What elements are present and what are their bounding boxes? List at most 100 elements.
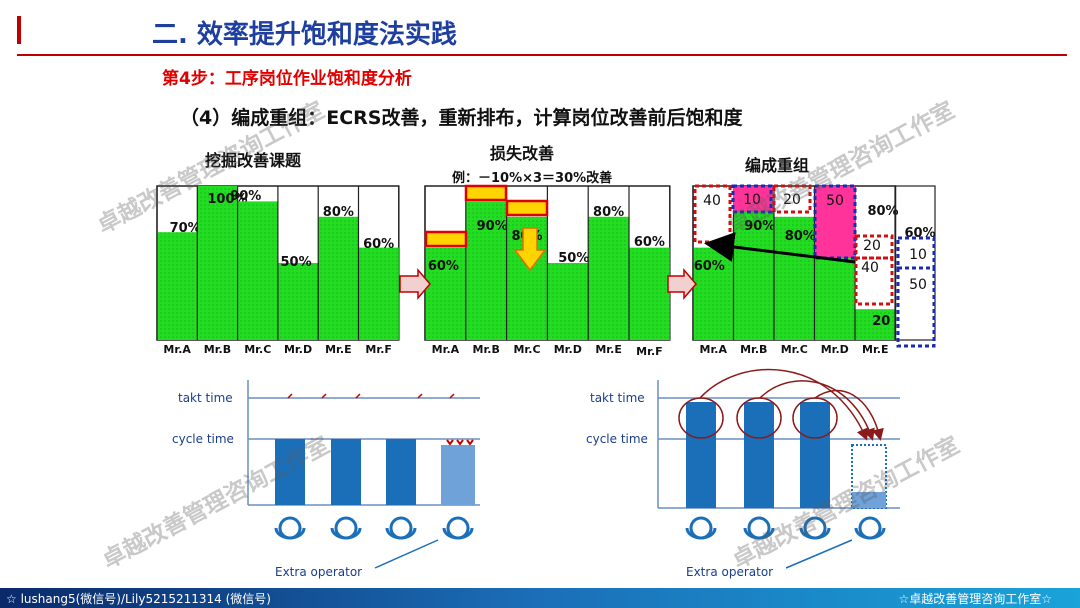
bar-label: 50% — [558, 251, 589, 266]
category-label: Mr.A — [163, 343, 191, 356]
bar-label: 80% — [785, 229, 816, 244]
down-arrow — [513, 227, 547, 272]
panel-title-right: 编成重组 — [745, 156, 810, 175]
footer-bar — [0, 588, 1080, 608]
panel-title-left: 挖掘改善课题 — [205, 151, 302, 170]
bar-label: 60% — [634, 235, 665, 250]
operator-bar — [331, 439, 361, 505]
operator-bar — [275, 439, 305, 505]
bar-Mr.E — [318, 216, 359, 340]
bar-Mr.E — [855, 309, 896, 340]
category-label: Mr.D — [284, 343, 312, 356]
category-label: Mr.B — [740, 343, 767, 356]
footer-contact: ☆ lushang5(微信号)/Lily5215211314 (微信号) — [6, 592, 271, 606]
bar-Mr.A — [693, 247, 734, 340]
category-label: Mr.D — [554, 343, 582, 356]
chart-frame-extra — [894, 185, 936, 341]
operator-bar — [800, 402, 830, 508]
bar-label: 80% — [323, 205, 354, 220]
moved-block-label: 50 — [826, 193, 844, 209]
category-label: Mr.F — [636, 345, 663, 358]
moved-block-label: 20 — [783, 192, 801, 208]
category-label: Mr.E — [325, 343, 352, 356]
bar-Mr.E — [588, 216, 629, 340]
category-label: Mr.A — [432, 343, 460, 356]
category-label: Mr.C — [513, 343, 540, 356]
panel-example: 例：－10%×3＝30%改善 — [452, 171, 613, 186]
category-label: Mr.C — [781, 343, 808, 356]
operator-bar — [744, 402, 774, 508]
lower-left-diagram: takt time cycle time Extra operator — [172, 380, 480, 579]
bar-label: 50% — [280, 255, 311, 270]
page-title: 二. 效率提升饱和度法实践 — [152, 20, 457, 50]
bar-Mr.B — [733, 201, 774, 340]
bar-Mr.A — [425, 247, 466, 340]
moved-block-label: 50 — [909, 277, 927, 293]
category-label: Mr.C — [244, 343, 271, 356]
moved-block — [854, 256, 894, 306]
header-divider — [17, 54, 1067, 56]
bar-label: 80% — [593, 205, 624, 220]
bar-Mr.C — [774, 216, 815, 340]
moved-block-label: 40 — [861, 260, 879, 276]
loss-block — [424, 230, 468, 248]
step-title: 第4步：工序岗位作业饱和度分析 — [162, 69, 412, 89]
moved-block-magenta-small — [733, 186, 773, 212]
takt-time-label-left: takt time — [178, 391, 233, 405]
panel-title-middle: 损失改善 — [490, 144, 555, 163]
category-label: Mr.D — [821, 343, 849, 356]
moved-block-label: 10 — [909, 247, 927, 263]
bar-label: 70% — [170, 221, 201, 236]
category-label: Mr.E — [595, 343, 622, 356]
lower-right-diagram: takt time cycle time Extra operator — [586, 368, 900, 579]
bar-Mr.C — [237, 201, 278, 340]
category-label: Mr.B — [473, 343, 500, 356]
bar-label: 60% — [694, 259, 725, 274]
moved-block-label: 40 — [703, 193, 721, 209]
moved-block — [854, 234, 894, 260]
header-accent-bar — [17, 16, 21, 44]
bar-label: 90% — [230, 189, 261, 204]
bar-label: 90% — [477, 219, 508, 234]
panel-arrow-1 — [399, 267, 431, 301]
bar-Mr.B — [197, 186, 238, 340]
category-label: Mr.E — [862, 343, 889, 356]
operator-bar — [386, 439, 416, 505]
reassign-arrow — [704, 232, 856, 264]
bar-Mr.F — [358, 247, 399, 340]
chart-middle: 60%Mr.A90%Mr.B80%Mr.C50%Mr.D80%Mr.E60%Mr… — [424, 184, 671, 358]
bar-label: 60% — [428, 259, 459, 274]
extra-operator-label-right: Extra operator — [686, 565, 773, 579]
takt-time-label-right: takt time — [590, 391, 645, 405]
footer-brand: ☆卓越改善管理咨询工作室☆ — [898, 592, 1052, 606]
bar-label: 60% — [363, 237, 394, 252]
cycle-time-label-left: cycle time — [172, 432, 234, 446]
chart-left: 70%Mr.A100%Mr.B90%Mr.C50%Mr.D80%Mr.E60%M… — [156, 185, 400, 356]
moved-block-magenta — [815, 186, 855, 258]
cycle-time-label-right: cycle time — [586, 432, 648, 446]
operator-bar — [686, 402, 716, 508]
bar-Mr.A — [157, 232, 198, 340]
category-label: Mr.A — [700, 343, 728, 356]
moved-block-label: 20 — [863, 238, 881, 254]
moved-block — [731, 184, 773, 214]
bar-label: 80% — [867, 204, 898, 219]
category-label: Mr.F — [365, 343, 392, 356]
bar-Mr.D — [277, 263, 319, 340]
category-label: Mr.B — [204, 343, 231, 356]
bar-Mr.D — [547, 263, 589, 340]
loss-block — [464, 184, 508, 202]
moved-block-label: 10 — [743, 192, 761, 208]
bar-label: 20 — [872, 314, 890, 329]
bar-Mr.F — [629, 247, 670, 340]
operator-bar-extra — [441, 445, 475, 505]
moved-block — [772, 184, 812, 214]
bar-label: 90% — [744, 219, 775, 234]
section-subtitle: （4）编成重组：ECRS改善，重新排布，计算岗位改善前后饱和度 — [180, 107, 743, 129]
moved-block — [896, 266, 936, 348]
panel-arrow-2 — [667, 267, 697, 301]
loss-block — [505, 199, 549, 217]
extra-operator-label-left: Extra operator — [275, 565, 362, 579]
